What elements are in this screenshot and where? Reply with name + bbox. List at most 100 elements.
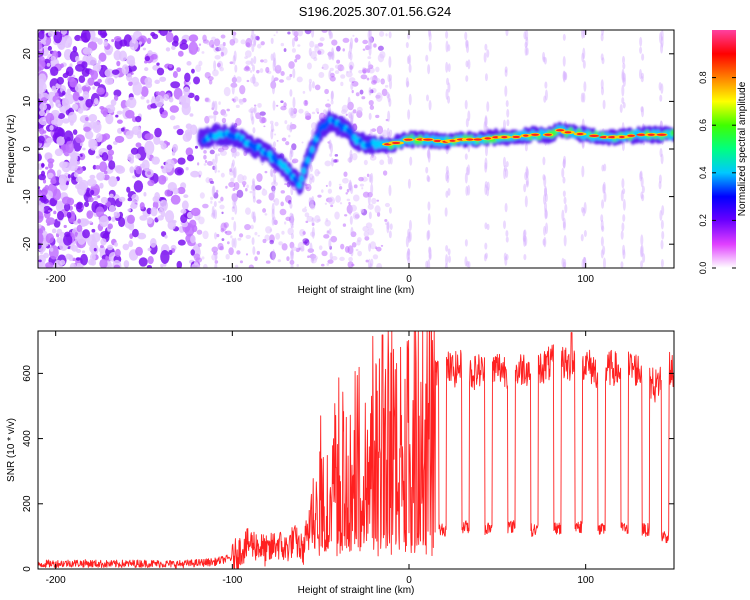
streak-blob bbox=[447, 95, 451, 104]
noise-blob bbox=[351, 89, 354, 94]
noise-blob bbox=[126, 186, 131, 193]
noise-blob bbox=[342, 223, 347, 227]
noise-blob bbox=[294, 35, 299, 42]
noise-blob bbox=[273, 77, 279, 81]
streak-blob bbox=[638, 68, 642, 80]
noise-blob bbox=[281, 137, 287, 142]
hotspot-core bbox=[433, 139, 442, 143]
noise-blob bbox=[89, 253, 96, 262]
noise-blob bbox=[240, 39, 246, 45]
streak-blob bbox=[427, 176, 431, 183]
noise-blob bbox=[246, 79, 250, 83]
streak-blob bbox=[368, 30, 372, 40]
streak-blob bbox=[661, 230, 665, 240]
noise-blob bbox=[74, 55, 80, 62]
streak-blob bbox=[272, 52, 276, 62]
noise-blob bbox=[280, 71, 285, 77]
streak-blob bbox=[350, 82, 354, 91]
streak-blob bbox=[543, 194, 547, 205]
noise-blob bbox=[327, 259, 334, 264]
streak-blob bbox=[502, 156, 506, 168]
noise-blob bbox=[147, 247, 152, 252]
streak-blob bbox=[388, 31, 392, 39]
noise-blob bbox=[203, 163, 207, 166]
noise-blob bbox=[106, 144, 113, 151]
noise-blob bbox=[181, 102, 191, 116]
noise-blob bbox=[186, 154, 195, 162]
noise-blob bbox=[379, 30, 385, 37]
noise-blob bbox=[141, 159, 150, 171]
noise-blob bbox=[90, 189, 95, 195]
noise-blob bbox=[221, 238, 225, 241]
noise-blob bbox=[162, 111, 168, 116]
noise-blob bbox=[150, 53, 158, 60]
noise-blob bbox=[355, 92, 360, 97]
noise-blob bbox=[356, 106, 363, 113]
noise-blob bbox=[314, 44, 319, 49]
noise-blob bbox=[367, 203, 374, 210]
noise-blob bbox=[144, 133, 154, 140]
streak-blob bbox=[388, 206, 392, 214]
noise-blob bbox=[154, 95, 164, 108]
noise-blob bbox=[220, 51, 224, 57]
noise-blob bbox=[121, 127, 125, 132]
noise-blob bbox=[324, 88, 329, 95]
noise-blob bbox=[241, 181, 247, 186]
noise-blob bbox=[85, 82, 89, 88]
noise-blob bbox=[382, 129, 388, 137]
noise-blob bbox=[107, 223, 113, 230]
noise-blob bbox=[143, 191, 147, 197]
streak-blob bbox=[328, 228, 332, 235]
noise-blob bbox=[83, 201, 90, 208]
noise-blob bbox=[75, 134, 85, 144]
noise-blob bbox=[56, 136, 65, 146]
noise-blob bbox=[207, 76, 214, 81]
noise-blob bbox=[111, 38, 115, 43]
colorbar-tick-label: 0.6 bbox=[698, 119, 708, 132]
noise-blob bbox=[97, 30, 102, 36]
noise-blob bbox=[144, 140, 155, 156]
noise-blob bbox=[60, 30, 68, 35]
streak-blob bbox=[640, 106, 644, 113]
colorbar-tick-label: 0.8 bbox=[698, 71, 708, 84]
snr-x-tick-label: -200 bbox=[46, 575, 66, 586]
noise-blob bbox=[376, 125, 384, 135]
noise-blob bbox=[304, 206, 307, 209]
streak-blob bbox=[212, 100, 216, 109]
hotspot-core bbox=[466, 138, 474, 141]
noise-blob bbox=[324, 219, 331, 227]
streak-blob bbox=[564, 203, 568, 214]
noise-blob bbox=[190, 235, 196, 244]
noise-blob bbox=[336, 59, 341, 64]
noise-blob bbox=[136, 130, 143, 139]
noise-blob bbox=[380, 79, 385, 85]
streak-blob bbox=[600, 249, 604, 259]
noise-blob bbox=[111, 69, 120, 75]
noise-blob bbox=[67, 174, 71, 179]
streak-blob bbox=[580, 233, 584, 242]
noise-blob bbox=[186, 61, 192, 66]
noise-blob bbox=[172, 70, 178, 79]
noise-blob bbox=[63, 234, 73, 246]
noise-blob bbox=[377, 53, 385, 63]
noise-blob bbox=[346, 70, 349, 74]
noise-blob bbox=[369, 105, 375, 110]
streak-blob bbox=[290, 185, 294, 196]
noise-blob bbox=[50, 66, 59, 77]
noise-blob bbox=[280, 190, 285, 194]
noise-blob bbox=[150, 32, 156, 37]
noise-blob bbox=[203, 154, 207, 160]
noise-blob bbox=[49, 125, 54, 131]
streak-blob bbox=[542, 56, 546, 63]
streak-blob bbox=[231, 237, 235, 248]
noise-blob bbox=[362, 67, 365, 70]
noise-blob bbox=[154, 79, 160, 85]
noise-blob bbox=[294, 59, 298, 63]
streak-blob bbox=[328, 238, 332, 249]
noise-blob bbox=[368, 99, 374, 106]
streak-blob bbox=[504, 202, 508, 213]
noise-blob bbox=[105, 114, 114, 125]
noise-blob bbox=[345, 192, 348, 195]
streak-blob bbox=[214, 232, 218, 240]
noise-blob bbox=[123, 260, 130, 268]
